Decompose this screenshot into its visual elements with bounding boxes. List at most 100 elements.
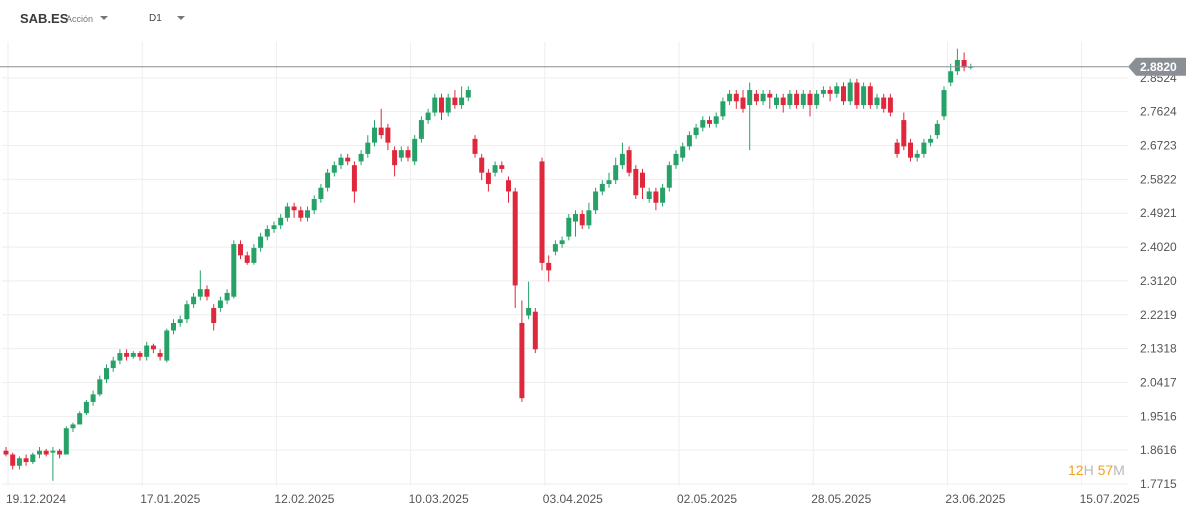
candle [177, 315, 183, 327]
candle [291, 202, 297, 218]
candle-body [740, 97, 746, 109]
candle [492, 161, 498, 177]
candle-body [171, 322, 176, 331]
candle [157, 349, 163, 361]
candle-body [164, 330, 170, 361]
candle-body [921, 142, 927, 154]
candle-body [660, 187, 666, 203]
candle [921, 138, 927, 158]
candle [150, 343, 156, 354]
candle [593, 187, 599, 215]
candle-body [894, 142, 900, 154]
candle [566, 214, 572, 241]
candle [10, 452, 16, 470]
candle-body [727, 93, 733, 102]
candle-body [526, 307, 532, 316]
candle-body [867, 86, 873, 106]
candle-body [465, 90, 471, 98]
candle [137, 351, 143, 361]
candle [465, 86, 471, 102]
candle-body [499, 165, 505, 169]
candle [231, 240, 237, 299]
candle-body [251, 247, 257, 263]
candle-body [439, 97, 444, 113]
instrument-type-label: Acción [66, 14, 94, 24]
price-label-bg [1128, 57, 1186, 76]
candle-body [593, 191, 599, 211]
candle-body [351, 165, 357, 192]
candle-body [90, 394, 96, 402]
candle [57, 448, 63, 459]
candle [171, 319, 176, 335]
candle-body [77, 413, 83, 425]
candle-body [418, 120, 424, 139]
x-tick-label: 28.05.2025 [811, 492, 871, 506]
candle [794, 90, 800, 109]
x-tick-label: 23.06.2025 [945, 492, 1005, 506]
candle [398, 146, 404, 162]
candle-body [291, 206, 297, 211]
candle [901, 112, 907, 151]
candle [43, 448, 49, 457]
candle [16, 456, 22, 470]
x-tick-label: 12.02.2025 [274, 492, 334, 506]
candle [164, 328, 170, 363]
candle [780, 93, 786, 113]
candle [83, 400, 89, 416]
y-tick-label: 2.6723 [1140, 139, 1177, 153]
candle-body [506, 180, 511, 192]
candle [345, 153, 351, 166]
candle-body [184, 304, 190, 320]
candle-body [713, 116, 719, 124]
candle [512, 187, 518, 308]
candle-body [445, 97, 451, 113]
candle-body [378, 127, 384, 136]
candle-body [733, 93, 739, 102]
candle [827, 86, 833, 102]
candle [238, 240, 243, 260]
candle-body [566, 217, 572, 237]
candle-body [284, 206, 290, 218]
candle [311, 195, 317, 215]
y-tick-label: 1.7715 [1140, 477, 1177, 491]
candle [633, 165, 639, 199]
candle-body [720, 101, 726, 117]
candle [820, 86, 826, 98]
candle [110, 356, 116, 372]
candle-body [70, 424, 76, 429]
candle-body [318, 187, 324, 199]
y-tick-label: 2.5822 [1140, 172, 1177, 186]
candle [331, 161, 337, 177]
symbol-label[interactable]: SAB.ES [20, 11, 69, 26]
candle-body [412, 138, 418, 162]
candle-body [16, 458, 22, 466]
candle-body [10, 454, 16, 466]
timeframe-dropdown-icon[interactable] [177, 16, 185, 20]
candle-body [539, 161, 545, 263]
candle [552, 240, 558, 256]
candle-body [787, 93, 793, 106]
candle [124, 349, 130, 361]
candle-body [901, 120, 907, 147]
candle [787, 90, 793, 109]
candle-body [613, 165, 619, 181]
timeframe-selector[interactable]: D1 [149, 13, 162, 24]
candle-body [117, 353, 123, 361]
candle-body [834, 86, 840, 94]
candle [70, 422, 76, 432]
symbol-dropdown-icon[interactable] [100, 16, 108, 20]
candle [264, 225, 270, 241]
candle [519, 300, 525, 402]
candle-body [908, 142, 913, 158]
candle-body [586, 210, 592, 226]
chart-header: SAB.ES Acción D1 [0, 0, 1200, 38]
candle [753, 90, 759, 106]
candle-body [372, 127, 377, 143]
candle [727, 90, 733, 106]
candle [847, 78, 853, 106]
candle-body [97, 379, 103, 395]
candle-body [50, 450, 56, 453]
candle [445, 93, 451, 117]
candle-body [606, 180, 612, 184]
